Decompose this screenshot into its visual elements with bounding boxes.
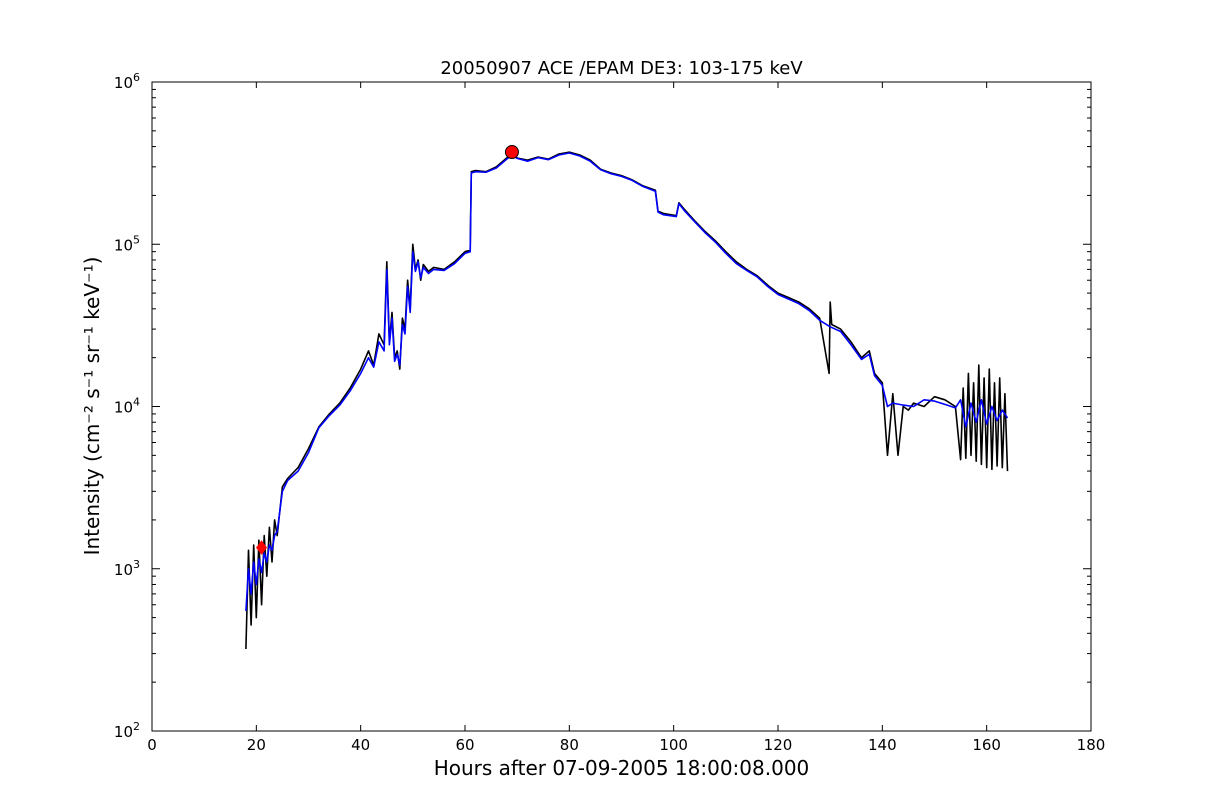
x-tick-label: 40 [351,736,370,754]
onset-marker [256,540,268,555]
y-tick-exponent: 6 [133,71,140,84]
y-tick-label: 106 [114,71,140,92]
y-tick-base: 10 [114,74,133,92]
y-tick-label: 104 [114,396,140,417]
y-tick-exponent: 5 [133,233,140,246]
y-tick-exponent: 3 [133,558,140,571]
y-tick-exponent: 4 [133,396,140,409]
y-tick-label: 102 [114,720,140,741]
x-tick-label: 100 [659,736,688,754]
marker-layer [256,145,519,555]
x-axis-ticks: 0 20 40 60 80 100 120 140 160 180 [147,82,1105,754]
x-tick-label: 140 [868,736,897,754]
x-tick-label: 20 [247,736,266,754]
x-tick-label: 0 [147,736,157,754]
x-tick-label: 120 [764,736,793,754]
series-layer [245,151,1009,650]
series-line-blue [245,152,1009,611]
chart-title: 20050907 ACE /EPAM DE3: 103-175 keV [440,58,803,79]
x-axis-label: Hours after 07-09-2005 18:00:08.000 [434,756,810,780]
y-tick-base: 10 [114,723,133,741]
peak-marker [504,145,519,160]
y-tick-base: 10 [114,236,133,254]
x-tick-label: 60 [455,736,474,754]
y-tick-base: 10 [114,561,133,579]
x-tick-label: 160 [972,736,1001,754]
y-tick-exponent: 2 [133,720,140,733]
x-tick-label: 80 [560,736,579,754]
y-tick-base: 10 [114,399,133,417]
y-axis-label: Intensity (cm⁻² s⁻¹ sr⁻¹ keV⁻¹) [80,257,104,556]
plot-area [152,82,1091,731]
x-tick-label: 180 [1077,736,1106,754]
y-tick-label: 105 [114,233,140,254]
y-tick-label: 103 [114,558,140,579]
